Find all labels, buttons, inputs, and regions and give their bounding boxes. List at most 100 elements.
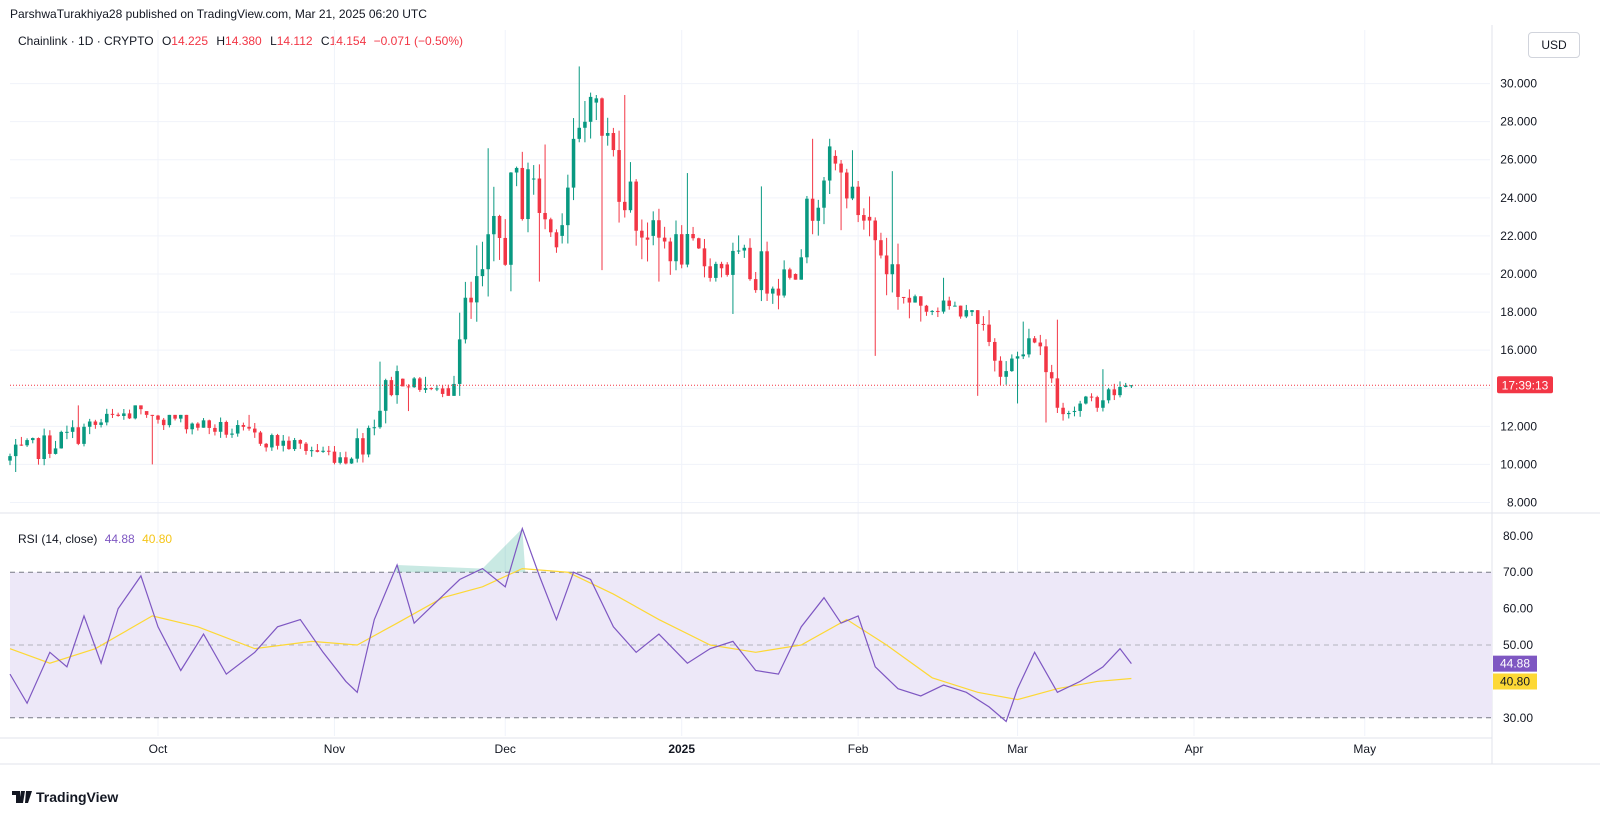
price-tick-label: 16.000 [1500, 343, 1537, 357]
candle-body [150, 414, 155, 416]
candle-body [156, 415, 160, 420]
candle-body [1084, 396, 1088, 404]
candles-group [8, 66, 1134, 473]
candle-body [674, 234, 678, 262]
candle-body [469, 297, 473, 303]
candle-body [349, 458, 354, 464]
rsi-tick-label: 50.00 [1503, 638, 1533, 652]
candle-body [161, 419, 166, 426]
candle-body [76, 427, 81, 444]
candle-body [714, 263, 718, 278]
candle-body [406, 386, 411, 388]
candle-body [805, 198, 809, 258]
price-tick-label: 30.000 [1500, 77, 1537, 91]
candle-body [344, 457, 348, 464]
low-label: L [270, 34, 277, 48]
candle-body [839, 163, 843, 173]
candle-body [509, 172, 513, 265]
candle-body [281, 440, 285, 446]
candle-body [224, 421, 229, 435]
price-tick-label: 20.000 [1500, 267, 1537, 281]
candle-body [1072, 410, 1077, 412]
candle-body [1067, 412, 1071, 415]
candle-body [1118, 386, 1122, 396]
candle-body [258, 432, 263, 444]
change-value: −0.071 (−0.50%) [373, 34, 464, 48]
candle-body [822, 180, 826, 208]
candle-body [782, 269, 786, 296]
candle-body [520, 167, 525, 220]
candle-body [833, 155, 838, 164]
candle-body [901, 296, 906, 298]
candle-body [873, 220, 877, 241]
candle-body [475, 276, 479, 303]
candle-body [1049, 372, 1054, 379]
rsi-ma-value: 40.80 [142, 532, 173, 546]
candle-body [651, 220, 655, 236]
candle-body [697, 238, 701, 249]
candle-body [53, 448, 58, 454]
price-tick-label: 8.000 [1507, 495, 1537, 509]
price-tick-label: 26.000 [1500, 153, 1537, 167]
candle-body [133, 405, 137, 419]
candle-body [264, 443, 268, 448]
candle-body [389, 380, 394, 396]
rsi-ma-badge [1493, 673, 1537, 690]
close-label: C [320, 34, 330, 48]
candle-body [998, 360, 1003, 377]
rsi-tick-label: 60.00 [1503, 602, 1533, 616]
candle-body [776, 288, 781, 296]
candle-body [736, 250, 741, 252]
candle-body [235, 425, 240, 434]
candle-body [845, 172, 849, 199]
tradingview-logo: TradingView [12, 789, 118, 805]
candle-body [531, 178, 536, 180]
candle-body [936, 310, 940, 312]
candle-body [554, 232, 559, 248]
candle-body [748, 247, 752, 280]
candle-body [810, 198, 815, 221]
price-tick-label: 22.000 [1500, 229, 1537, 243]
candle-body [253, 428, 257, 433]
candle-body [827, 146, 832, 181]
candle-body [890, 264, 895, 275]
candle-body [1010, 358, 1014, 372]
open-value: 14.225 [171, 34, 208, 48]
candle-body [196, 423, 200, 428]
candle-body [645, 237, 650, 240]
candle-body [304, 443, 308, 451]
candle-body [230, 433, 234, 435]
candle-body [355, 438, 359, 459]
candle-body [924, 305, 929, 312]
candle-body [1089, 396, 1094, 398]
candle-body [543, 212, 547, 220]
rsi-ma-badge-text: 40.80 [1500, 674, 1530, 688]
candle-body [1021, 354, 1025, 357]
candle-body [993, 341, 997, 361]
candle-body [628, 181, 633, 211]
candle-body [25, 440, 29, 446]
candle-body [1015, 356, 1020, 359]
candle-body [378, 410, 382, 428]
price-tick-label: 24.000 [1500, 191, 1537, 205]
candle-body [144, 411, 149, 415]
currency-button[interactable]: USD [1528, 32, 1580, 58]
candle-body [338, 457, 342, 463]
candle-body [395, 371, 399, 396]
candle-body [725, 264, 729, 275]
candle-body [70, 427, 75, 432]
candle-body [691, 234, 695, 239]
candle-body [372, 427, 377, 429]
candle-body [862, 215, 866, 221]
candle-body [765, 251, 769, 294]
candle-body [679, 234, 684, 265]
candle-body [1032, 338, 1037, 343]
low-value: 14.112 [276, 34, 313, 48]
time-tick-label: May [1353, 742, 1376, 756]
candle-body [907, 297, 912, 303]
candle-body [309, 450, 314, 452]
rsi-badge-text: 44.88 [1500, 657, 1530, 671]
candle-body [617, 150, 621, 202]
candle-body [941, 300, 946, 312]
